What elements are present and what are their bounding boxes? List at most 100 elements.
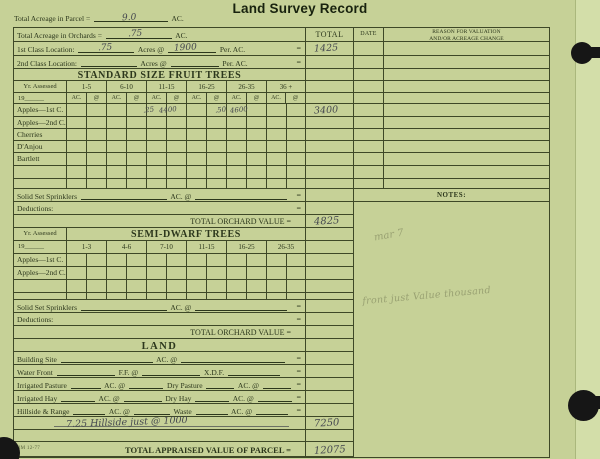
total-cell (306, 202, 354, 215)
tree-age-cells (67, 153, 306, 166)
total-cell (306, 81, 354, 93)
sd-range-26-35: 26-35 (267, 241, 306, 254)
ac-header: AC. (187, 93, 207, 104)
blank-line (133, 406, 170, 415)
equals-sign: = (296, 380, 301, 389)
date-cell (354, 141, 384, 153)
handwritten-rate-11-15: 4400 (158, 105, 178, 115)
total-cell (306, 300, 354, 313)
parcel-label: Total Acreage in Parcel = (14, 14, 91, 23)
ac-at-label: AC. @ (170, 192, 192, 201)
date-cell (354, 179, 384, 189)
blank-line (195, 406, 228, 415)
tree-age-cells (67, 179, 306, 189)
total-cell (306, 293, 354, 300)
total-cell (306, 241, 354, 254)
sprinklers-label: Solid Set Sprinklers (17, 192, 78, 201)
blank-line (70, 380, 101, 389)
empty-row (14, 430, 306, 442)
fastener-bottom-tail (588, 396, 600, 409)
per-ac-label: Per. AC. (219, 45, 246, 54)
year-blank: 19______ (14, 93, 67, 104)
date-cell (354, 56, 384, 69)
notes-area: mar 7 front just Value thousand (354, 202, 549, 457)
total-cell (306, 153, 354, 166)
deductions-row-standard: Deductions: = (14, 202, 306, 215)
land-section-title: LAND (14, 339, 306, 352)
equals-sign: = (296, 191, 301, 200)
corner-notch (0, 437, 20, 459)
total-cell (306, 352, 354, 365)
total-cell: 1425 (306, 42, 354, 56)
rate-header: @ (167, 93, 187, 104)
blank-line (61, 393, 96, 402)
form-print-code: 20M 12-77 (15, 446, 41, 451)
handwritten-land-entry: 7.25 Hillside just @ 1000 (65, 414, 188, 431)
ac-at-label: AC. @ (156, 355, 178, 364)
total-orchard-value-row-standard: TOTAL ORCHARD VALUE = (14, 215, 306, 228)
total-cell (306, 69, 354, 81)
reason-cell (384, 104, 549, 117)
blank-line (255, 406, 288, 415)
date-cell (354, 93, 384, 104)
sprinklers-label: Solid Set Sprinklers (17, 303, 78, 312)
total-cell (306, 378, 354, 391)
tree-age-cells (67, 117, 306, 129)
parcel-acreage-line: Total Acreage in Parcel = 9.0 AC. (14, 13, 184, 24)
sd-range-4-6: 4-6 (107, 241, 147, 254)
deductions-row-semidwarf: Deductions: = (14, 313, 306, 326)
page-title: Land Survey Record (232, 1, 368, 16)
card-right-edge (575, 0, 600, 459)
building-site-row: Building Site AC. @ = (14, 352, 306, 365)
deductions-label: Deductions: (17, 204, 54, 213)
survey-form-grid: Total Acreage in Orchards = .75 AC. TOTA… (13, 27, 550, 458)
reason-cell (384, 93, 549, 104)
standard-trees-title: STANDARD SIZE FRUIT TREES (14, 69, 306, 81)
rate-header: @ (87, 93, 107, 104)
irrigated-pasture-row: Irrigated Pasture AC. @ Dry Pasture AC. … (14, 378, 306, 391)
tree-age-cells (67, 141, 306, 153)
blank-line (195, 302, 288, 311)
total-cell (306, 267, 354, 280)
sd-range-7-10: 7-10 (147, 241, 187, 254)
total-cell (306, 129, 354, 141)
acres-at-label: Acres @ (137, 45, 165, 54)
blank-line (227, 367, 280, 376)
row-label-danjou: D'Anjou (14, 141, 67, 153)
tree-age-cells (67, 267, 306, 280)
blank-line (123, 393, 162, 402)
orchards-acreage-row: Total Acreage in Orchards = .75 AC. (14, 28, 306, 42)
date-cell (354, 117, 384, 129)
blank-line: .75 (105, 28, 172, 39)
fastener-top (571, 42, 593, 64)
handwritten-standard-trees-total: 3400 (313, 104, 339, 117)
ac-at-label: AC. @ (231, 407, 253, 416)
reason-header-line1: REASON FOR VALUATION (432, 29, 501, 35)
reason-cell (384, 69, 549, 81)
total-cell (306, 313, 354, 326)
blank-line: .75 (78, 42, 135, 53)
row-label-apples-2nd-sd: Apples—2nd C. (14, 267, 67, 280)
reason-cell (384, 42, 549, 56)
tree-age-cells (67, 129, 306, 141)
handwritten-total-appraised: 12075 (313, 444, 347, 457)
row-label-bartlett: Bartlett (14, 153, 67, 166)
second-class-label: 2nd Class Location: (17, 59, 77, 68)
blank-line: 1900 (168, 42, 216, 53)
total-cell (306, 365, 354, 378)
reason-cell (384, 141, 549, 153)
ac-header: AC. (67, 93, 87, 104)
handwritten-first-class-total: 1425 (313, 42, 339, 55)
row-label-apples-1st-sd: Apples—1st C. (14, 254, 67, 267)
pencil-note-2: front just Value thousand (361, 284, 492, 308)
total-cell: 3400 (306, 104, 354, 117)
empty-row-label (14, 166, 67, 179)
irrigated-hay-label: Irrigated Hay (17, 394, 58, 403)
total-cell (306, 166, 354, 179)
reason-cell (384, 129, 549, 141)
total-cell (306, 326, 354, 339)
pencil-note-1: mar 7 (373, 227, 405, 244)
row-label-apples-1st-std: Apples—1st C. (14, 104, 67, 117)
deductions-label: Deductions: (17, 315, 54, 324)
blank-line (170, 58, 219, 67)
